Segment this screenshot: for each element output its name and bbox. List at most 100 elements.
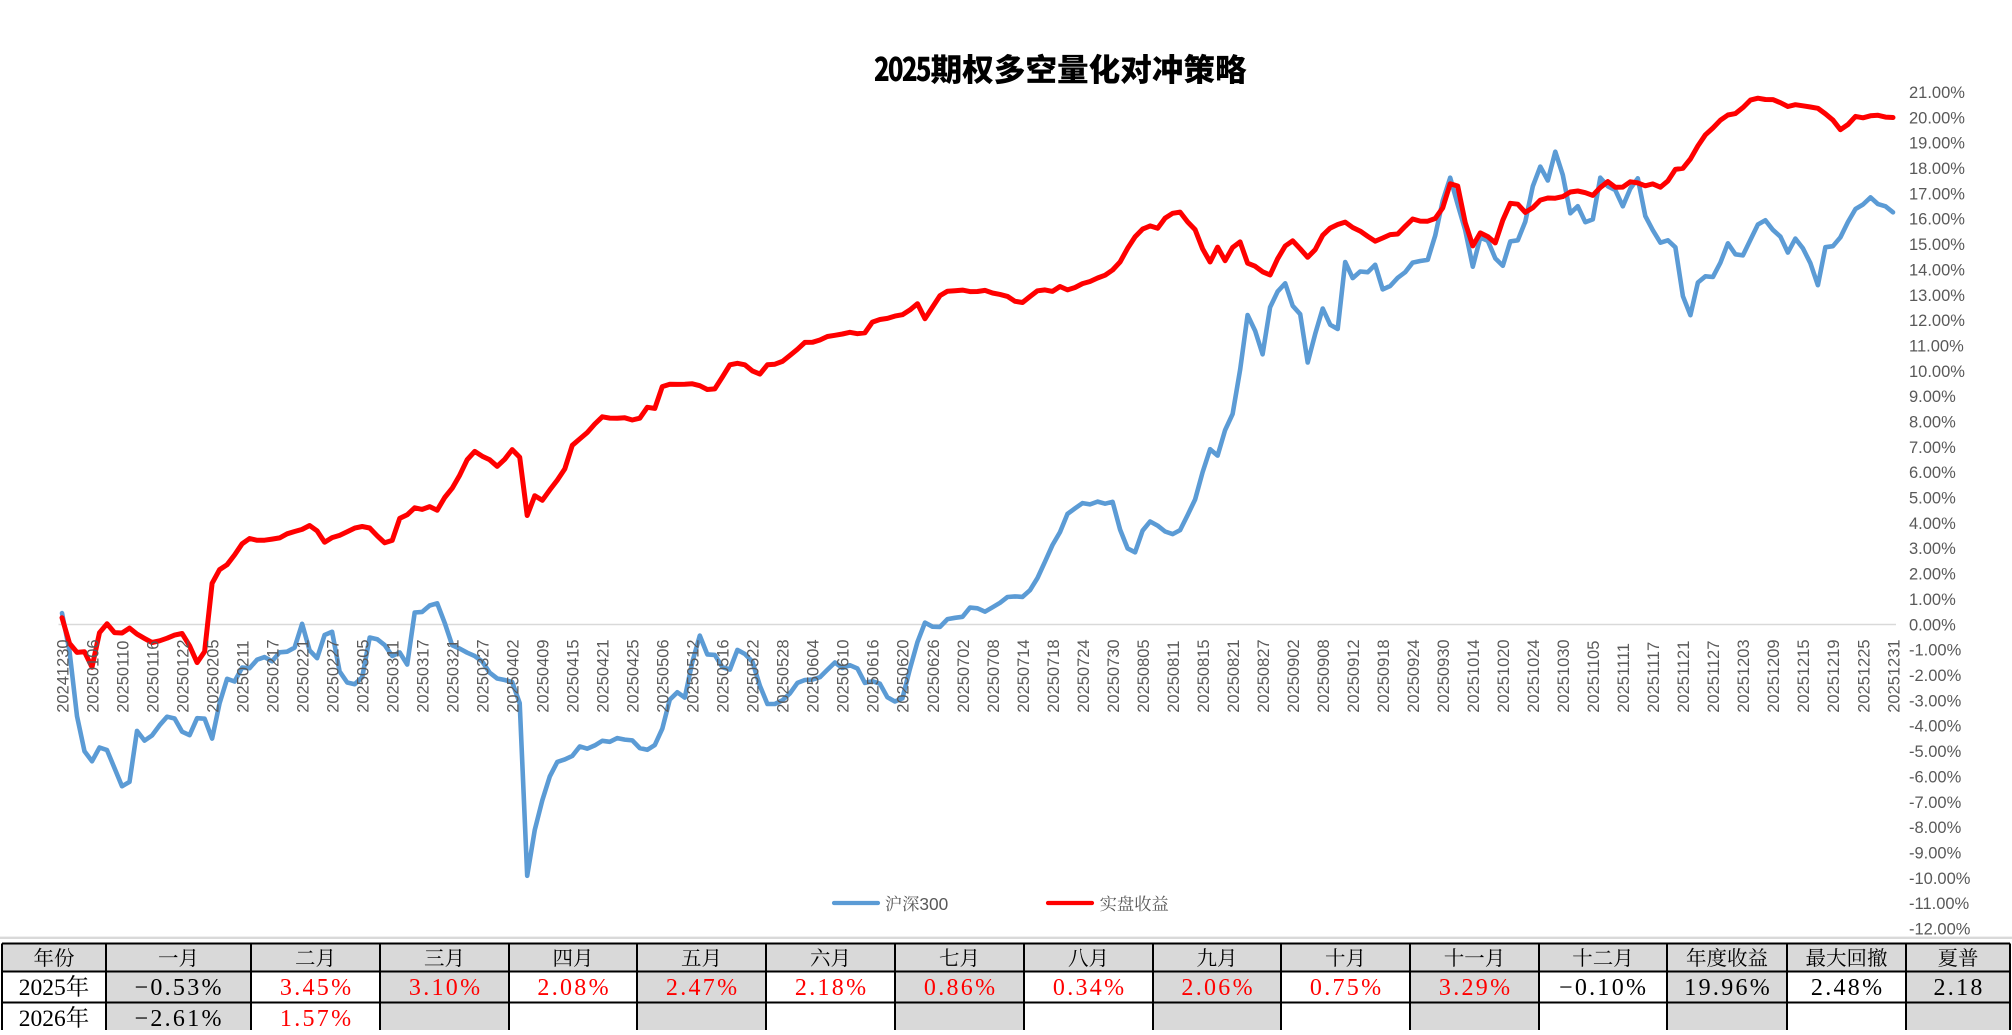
svg-text:20250512: 20250512 (685, 639, 703, 712)
svg-text:20250528: 20250528 (775, 639, 793, 712)
svg-text:20251111: 20251111 (1615, 643, 1633, 713)
svg-text:-7.00%: -7.00% (1909, 794, 1962, 812)
svg-text:13.00%: 13.00% (1909, 287, 1965, 305)
svg-text:20251105: 20251105 (1585, 641, 1603, 713)
svg-text:1.00%: 1.00% (1909, 591, 1956, 609)
svg-text:20250116: 20250116 (144, 641, 162, 713)
svg-text:16.00%: 16.00% (1909, 211, 1965, 229)
svg-text:20250604: 20250604 (805, 639, 823, 712)
svg-text:20241230: 20241230 (54, 639, 72, 712)
svg-text:20251231: 20251231 (1885, 639, 1903, 712)
svg-text:20.00%: 20.00% (1909, 109, 1965, 127)
svg-text:20250421: 20250421 (595, 639, 613, 712)
svg-text:20250724: 20250724 (1075, 639, 1093, 712)
svg-text:20250205: 20250205 (204, 639, 222, 712)
svg-text:3.00%: 3.00% (1909, 540, 1956, 558)
svg-text:20251219: 20251219 (1825, 639, 1843, 712)
svg-text:20250106: 20250106 (84, 639, 102, 712)
svg-text:20250730: 20250730 (1105, 639, 1123, 712)
svg-text:2.18%: 2.18% (795, 975, 869, 1001)
svg-text:11.00%: 11.00% (1909, 337, 1964, 355)
svg-text:20251225: 20251225 (1855, 639, 1873, 712)
svg-text:300: 300 (919, 894, 948, 914)
svg-text:8.00%: 8.00% (1909, 414, 1956, 432)
svg-text:20250317: 20250317 (415, 639, 433, 712)
svg-text:20250827: 20250827 (1255, 639, 1273, 712)
svg-text:7.00%: 7.00% (1909, 439, 1956, 457)
svg-text:2026: 2026 (19, 1006, 66, 1030)
svg-text:-10.00%: -10.00% (1909, 870, 1971, 888)
svg-text:20250610: 20250610 (835, 639, 853, 712)
svg-text:-12.00%: -12.00% (1909, 921, 1971, 939)
svg-text:4.00%: 4.00% (1909, 515, 1956, 533)
svg-text:20250402: 20250402 (505, 639, 523, 712)
svg-text:-5.00%: -5.00% (1909, 743, 1962, 761)
svg-text:20250714: 20250714 (1015, 639, 1033, 712)
svg-text:20250221: 20250221 (294, 639, 312, 712)
svg-text:20251020: 20251020 (1495, 639, 1513, 712)
svg-text:2.18: 2.18 (1934, 975, 1985, 1001)
svg-text:0.75%: 0.75% (1310, 975, 1384, 1001)
svg-text:3.45%: 3.45% (280, 975, 354, 1001)
svg-text:3.29%: 3.29% (1439, 975, 1513, 1001)
svg-text:-11.00%: -11.00% (1909, 895, 1970, 913)
svg-text:3.10%: 3.10% (409, 975, 483, 1001)
svg-text:20251024: 20251024 (1525, 639, 1543, 712)
svg-text:2.48%: 2.48% (1811, 975, 1885, 1001)
svg-text:20250327: 20250327 (475, 639, 493, 712)
svg-text:2025: 2025 (19, 975, 66, 1001)
svg-text:-1.00%: -1.00% (1909, 642, 1962, 660)
svg-text:15.00%: 15.00% (1909, 236, 1965, 254)
svg-text:21.00%: 21.00% (1909, 84, 1965, 102)
svg-text:20250522: 20250522 (745, 639, 763, 712)
svg-text:2.06%: 2.06% (1181, 975, 1255, 1001)
svg-text:20250718: 20250718 (1045, 639, 1063, 712)
svg-text:17.00%: 17.00% (1909, 185, 1965, 203)
svg-text:2.47%: 2.47% (666, 975, 740, 1001)
svg-text:5.00%: 5.00% (1909, 490, 1956, 508)
svg-text:20250425: 20250425 (625, 639, 643, 712)
svg-text:20250516: 20250516 (715, 639, 733, 712)
svg-text:20250616: 20250616 (865, 639, 883, 712)
svg-text:20250702: 20250702 (955, 639, 973, 712)
svg-text:20250924: 20250924 (1405, 639, 1423, 712)
svg-text:20251117: 20251117 (1645, 642, 1663, 713)
svg-text:-4.00%: -4.00% (1909, 718, 1962, 736)
svg-text:20250930: 20250930 (1435, 639, 1453, 712)
svg-text:20250311: 20250311 (385, 641, 403, 713)
svg-text:14.00%: 14.00% (1909, 261, 1965, 279)
svg-text:20250620: 20250620 (895, 639, 913, 712)
svg-text:20250708: 20250708 (985, 639, 1003, 712)
svg-text:1.57%: 1.57% (280, 1006, 354, 1030)
svg-text:20250815: 20250815 (1195, 639, 1213, 712)
svg-text:19.00%: 19.00% (1909, 135, 1965, 153)
svg-text:20250110: 20250110 (114, 641, 132, 713)
svg-text:20251030: 20251030 (1555, 639, 1573, 712)
svg-text:-9.00%: -9.00% (1909, 844, 1962, 862)
svg-text:20250912: 20250912 (1345, 639, 1363, 712)
svg-text:20250908: 20250908 (1315, 639, 1333, 712)
svg-text:19.96%: 19.96% (1684, 975, 1772, 1001)
svg-text:2.00%: 2.00% (1909, 566, 1956, 584)
svg-text:20250122: 20250122 (174, 639, 192, 712)
svg-text:20250805: 20250805 (1135, 639, 1153, 712)
svg-text:20250321: 20250321 (445, 639, 463, 712)
svg-text:0.00%: 0.00% (1909, 616, 1956, 634)
svg-text:10.00%: 10.00% (1909, 363, 1965, 381)
svg-text:2.08%: 2.08% (537, 975, 611, 1001)
svg-text:−2.61%: −2.61% (135, 1006, 224, 1030)
svg-text:20250305: 20250305 (355, 639, 373, 712)
svg-text:-6.00%: -6.00% (1909, 768, 1962, 786)
svg-text:0.86%: 0.86% (924, 975, 998, 1001)
svg-text:-8.00%: -8.00% (1909, 819, 1962, 837)
svg-text:20250902: 20250902 (1285, 639, 1303, 712)
svg-text:18.00%: 18.00% (1909, 160, 1965, 178)
svg-text:20250217: 20250217 (264, 639, 282, 712)
svg-text:20251209: 20251209 (1765, 639, 1783, 712)
svg-text:20251127: 20251127 (1705, 641, 1723, 713)
svg-text:−0.53%: −0.53% (135, 975, 224, 1001)
svg-text:20250811: 20250811 (1165, 641, 1183, 713)
svg-text:-2.00%: -2.00% (1909, 667, 1962, 685)
svg-text:0.34%: 0.34% (1053, 975, 1127, 1001)
svg-text:20250415: 20250415 (565, 639, 583, 712)
